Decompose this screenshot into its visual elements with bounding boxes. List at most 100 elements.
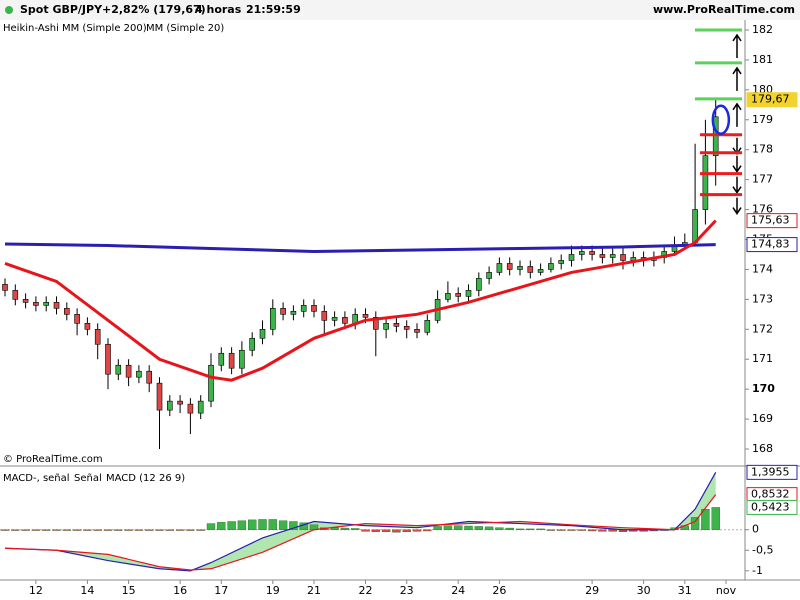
price-label: 1,3955 bbox=[751, 465, 790, 478]
candle-body bbox=[445, 293, 451, 300]
time: 21:59:59 bbox=[246, 3, 301, 16]
candle-body bbox=[115, 364, 122, 375]
histogram-bar bbox=[392, 529, 401, 533]
y-tick-label: 169 bbox=[752, 412, 773, 425]
candle-body bbox=[64, 308, 70, 315]
price-label: 0,8532 bbox=[751, 488, 790, 501]
histogram-bar bbox=[155, 529, 164, 531]
histogram-bar bbox=[567, 529, 576, 531]
candle-body bbox=[249, 337, 255, 351]
candle-body bbox=[167, 400, 173, 411]
x-tick-label: 12 bbox=[29, 584, 43, 597]
candle-body bbox=[372, 317, 379, 330]
instrument: Spot GBP/JPY bbox=[20, 3, 103, 16]
histogram-bar bbox=[11, 529, 20, 531]
histogram-bar bbox=[433, 526, 442, 530]
histogram-bar bbox=[361, 529, 370, 532]
x-tick-label: 26 bbox=[492, 584, 506, 597]
change: +2,82% (179,67) bbox=[102, 3, 206, 16]
histogram-bar bbox=[340, 527, 350, 530]
candle-body bbox=[702, 155, 709, 210]
candle-body bbox=[156, 382, 163, 411]
price-label-box bbox=[746, 464, 798, 480]
x-tick-label: 31 bbox=[678, 584, 692, 597]
timeframe: 4 horas bbox=[195, 3, 242, 16]
candle-body bbox=[620, 254, 626, 261]
histogram-bar bbox=[217, 522, 226, 530]
histogram-bar bbox=[711, 507, 720, 530]
x-tick-label: 15 bbox=[122, 584, 136, 597]
x-tick-label: 14 bbox=[80, 584, 94, 597]
histogram-bar bbox=[42, 529, 51, 531]
histogram-bar bbox=[124, 529, 133, 531]
legend-entry: Heikin-Ashi bbox=[3, 23, 59, 34]
candle-body bbox=[280, 308, 286, 315]
candle-body bbox=[300, 305, 307, 312]
histogram-bar bbox=[103, 529, 113, 531]
candle-body bbox=[527, 266, 534, 273]
histogram-bar bbox=[598, 529, 607, 532]
candle-body bbox=[146, 370, 152, 384]
candle-body bbox=[568, 254, 575, 261]
histogram-bar bbox=[577, 529, 586, 531]
histogram-bar bbox=[536, 528, 545, 530]
highlight-circle bbox=[711, 104, 731, 136]
macd-line bbox=[4, 494, 717, 571]
y-tick-label: 179 bbox=[752, 113, 773, 126]
arrow bbox=[732, 176, 742, 195]
x-tick-label: 22 bbox=[359, 584, 373, 597]
price-label: 179,67 bbox=[751, 93, 790, 106]
candle-body bbox=[414, 328, 420, 333]
candle-body bbox=[218, 352, 225, 366]
y-tick-label: 177 bbox=[752, 173, 773, 186]
histogram-bar bbox=[114, 529, 123, 531]
y-tick-label: 176 bbox=[752, 203, 773, 216]
candle-body bbox=[362, 314, 369, 318]
histogram-bar bbox=[608, 529, 617, 532]
histogram-bar bbox=[165, 529, 175, 531]
histogram-bar bbox=[237, 520, 247, 530]
histogram-bar bbox=[268, 519, 277, 530]
histogram-bar bbox=[484, 526, 494, 530]
y-tick-label: 172 bbox=[752, 322, 773, 335]
candle-body bbox=[465, 290, 472, 297]
histogram-bar bbox=[52, 529, 61, 531]
candle-body bbox=[331, 317, 338, 321]
candle-body bbox=[475, 278, 482, 291]
x-tick-label: 23 bbox=[400, 584, 414, 597]
x-tick-label: 19 bbox=[266, 584, 280, 597]
histogram-bar bbox=[289, 521, 298, 530]
candle-body bbox=[105, 343, 111, 375]
moving-average bbox=[4, 219, 717, 382]
candle-body bbox=[403, 326, 410, 330]
y-tick-label: 182 bbox=[752, 23, 773, 36]
candle-body bbox=[74, 314, 80, 324]
histogram-bar bbox=[464, 525, 473, 530]
candle-body bbox=[342, 317, 348, 324]
candle-body bbox=[33, 302, 39, 306]
arrow bbox=[732, 33, 742, 58]
histogram-bar bbox=[690, 517, 700, 530]
candle-body bbox=[290, 311, 297, 315]
candle-body bbox=[228, 352, 235, 369]
candle-body bbox=[187, 403, 194, 414]
candle-body bbox=[269, 308, 276, 330]
histogram-bar bbox=[247, 519, 257, 530]
x-tick-label: 17 bbox=[214, 584, 228, 597]
arrow bbox=[732, 197, 742, 215]
candle-body bbox=[259, 328, 266, 339]
histogram-bar bbox=[402, 529, 411, 532]
y-tick-label: -1 bbox=[752, 564, 763, 577]
candle-body bbox=[94, 328, 101, 345]
histogram-bar bbox=[474, 526, 483, 530]
legend-entry: MACD-, señal bbox=[3, 473, 70, 484]
histogram-bar bbox=[196, 529, 205, 531]
candle-body bbox=[136, 370, 142, 378]
y-tick-label: 178 bbox=[752, 143, 773, 156]
price-label: 174,83 bbox=[751, 238, 790, 251]
histogram-bar bbox=[423, 529, 432, 532]
candle-body bbox=[84, 323, 91, 330]
histogram-bar bbox=[412, 529, 422, 532]
